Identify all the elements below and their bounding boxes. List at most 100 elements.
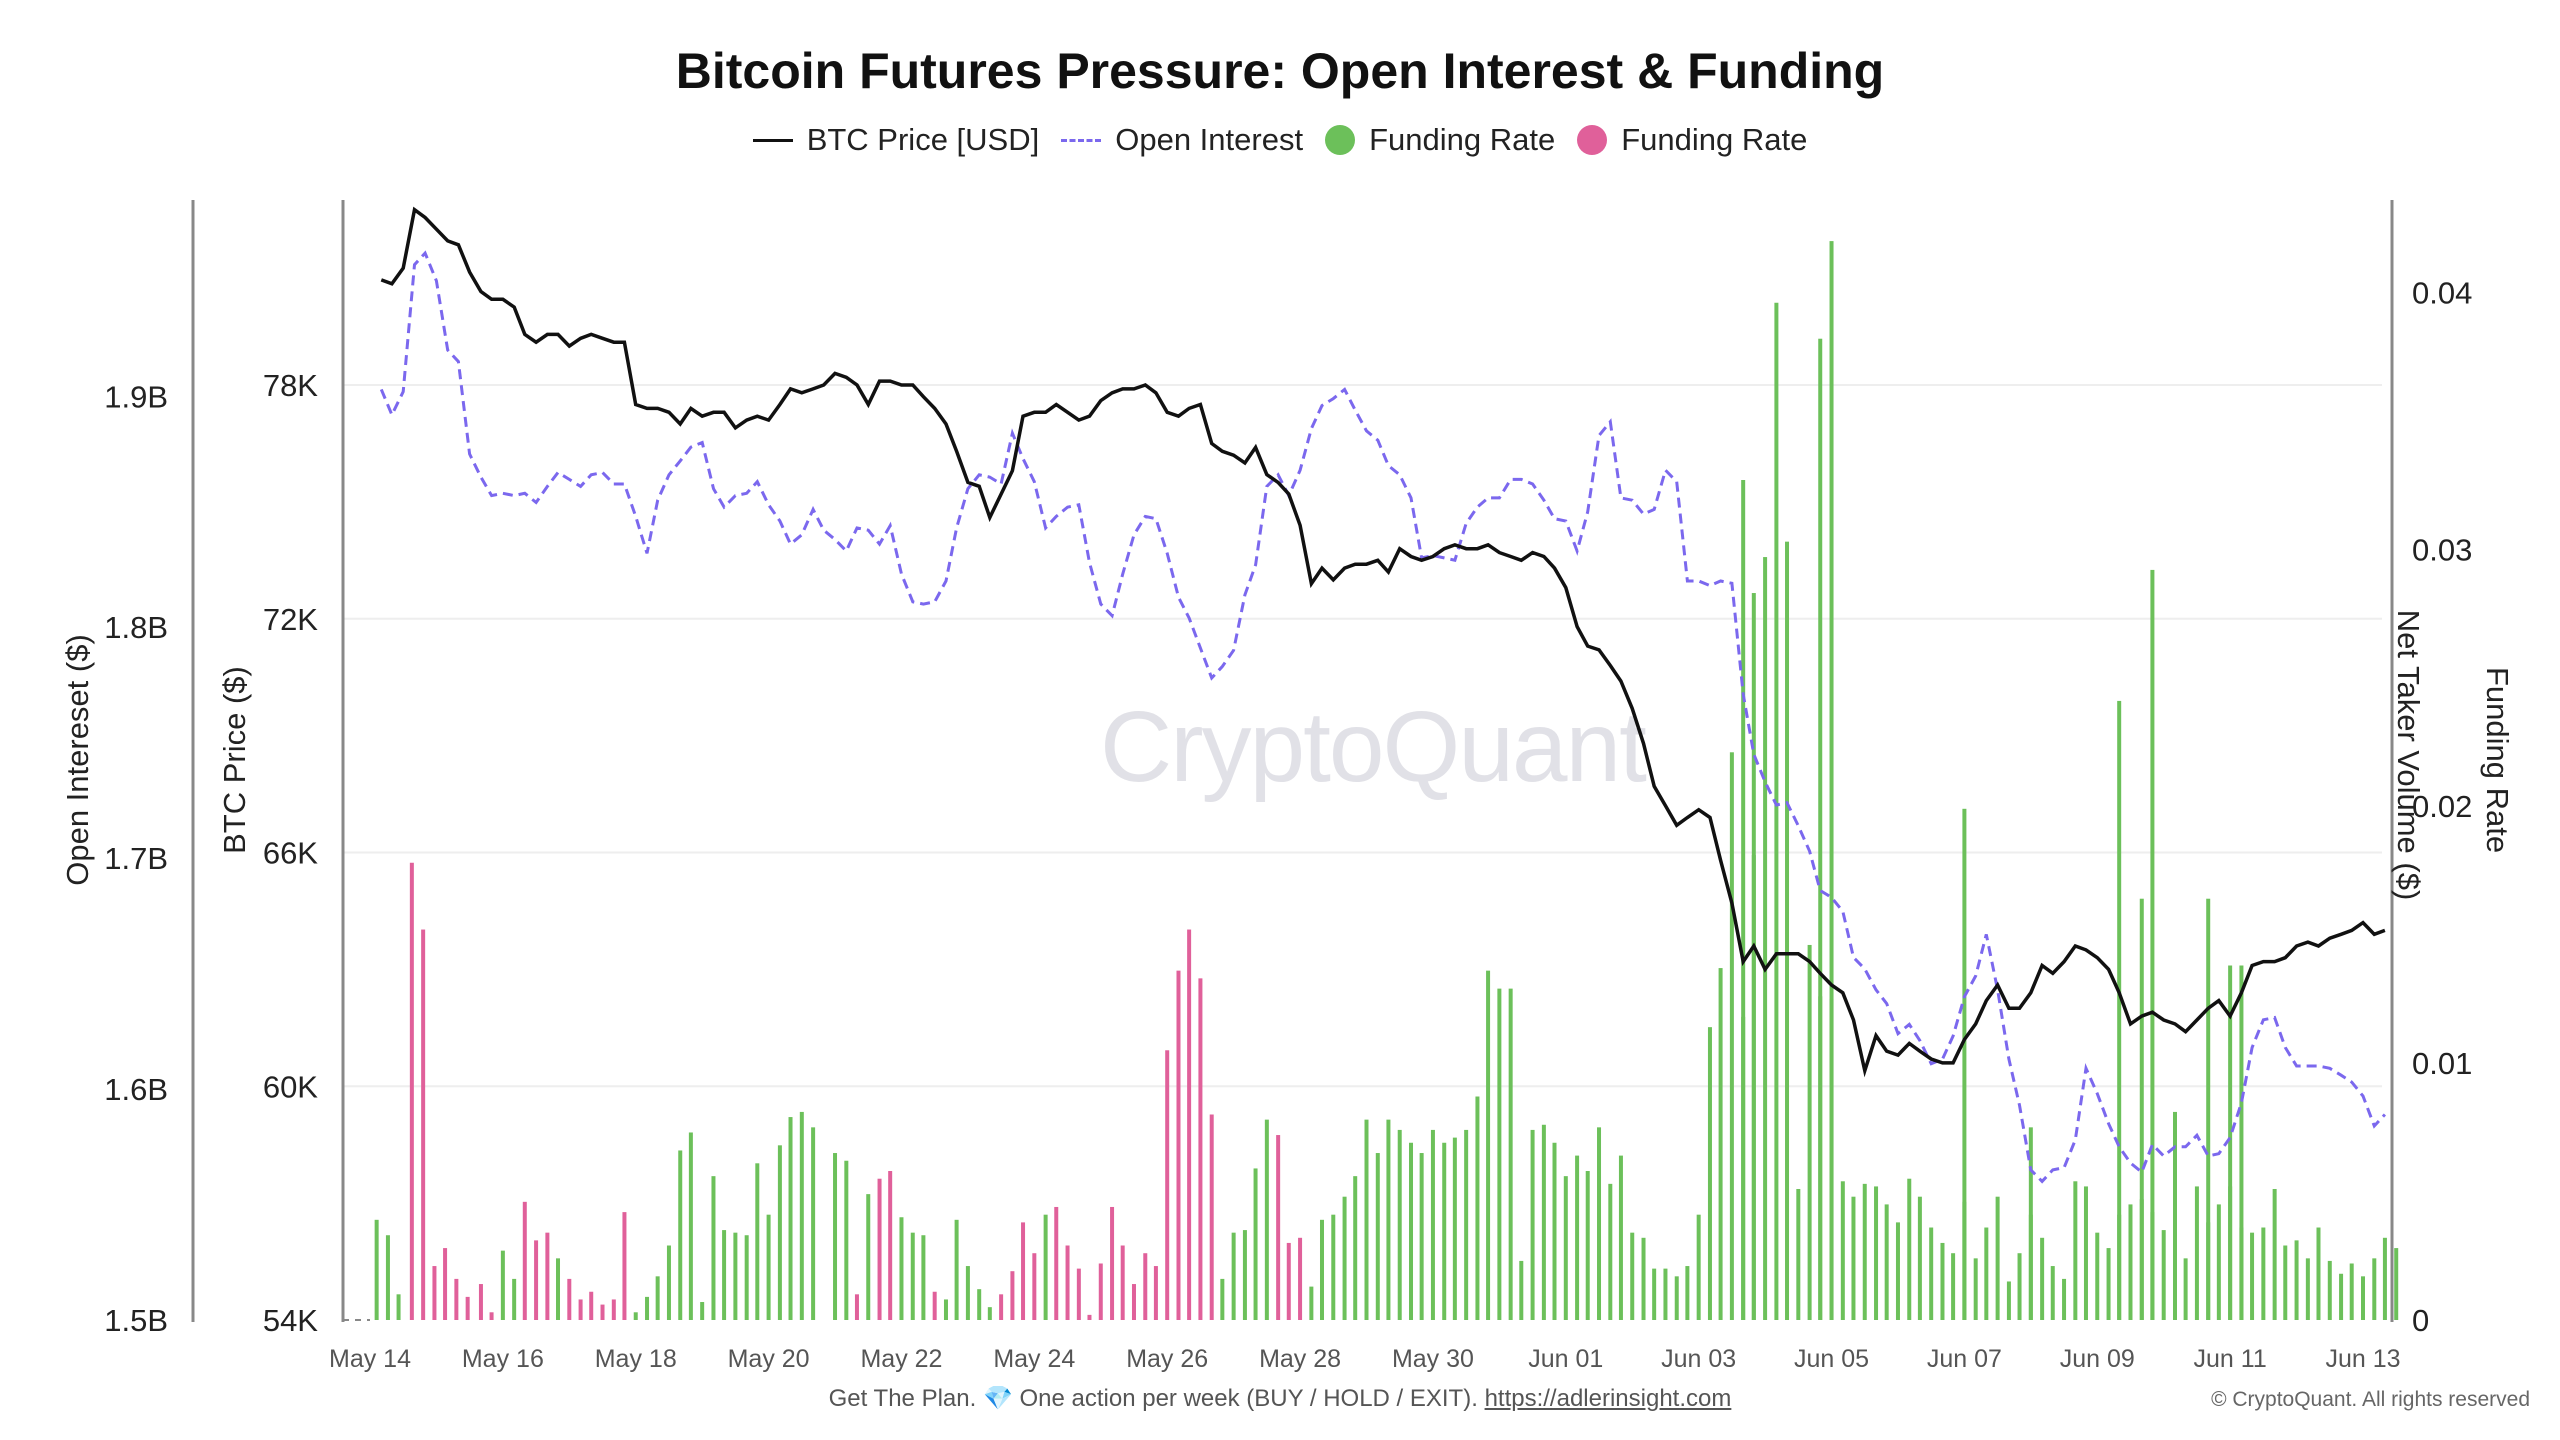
funding-bar [512, 1278, 517, 1320]
funding-bar [556, 1258, 561, 1320]
legend-item-funding-negative[interactable]: Funding Rate [1577, 122, 1807, 158]
funding-bar [2017, 1253, 2022, 1320]
funding-bar [454, 1278, 459, 1320]
funding-bar [666, 1245, 671, 1320]
funding-bar [1209, 1114, 1214, 1320]
chart-title: Bitcoin Futures Pressure: Open Interest … [675, 43, 1885, 99]
funding-bar [788, 1117, 793, 1320]
funding-bar [1419, 1153, 1424, 1320]
funding-bar [1010, 1271, 1015, 1320]
funding-bar [965, 1266, 970, 1320]
funding-bar [567, 1278, 572, 1320]
x-tick-label: May 28 [1259, 1345, 1341, 1373]
funding-bar [1940, 1242, 1945, 1320]
funding-bar [799, 1111, 804, 1320]
funding-bar [711, 1176, 716, 1320]
legend-item-open-interest[interactable]: Open Interest [1061, 122, 1303, 158]
funding-bar [1541, 1124, 1546, 1320]
funding-bar [1674, 1276, 1679, 1320]
funding-bar [2139, 898, 2144, 1320]
funding-tick-label: 0.03 [2412, 532, 2472, 567]
funding-bar [1962, 808, 1967, 1320]
funding-bar [2050, 1266, 2055, 1320]
funding-bar [777, 1145, 782, 1320]
funding-bar [2394, 1248, 2399, 1320]
funding-bar [2128, 1204, 2133, 1320]
x-tick-label: Jun 03 [1661, 1345, 1736, 1373]
x-tick-label: May 26 [1126, 1345, 1208, 1373]
funding-bar [1530, 1129, 1535, 1320]
price-tick-label: 60K [263, 1069, 318, 1104]
funding-bar [1508, 988, 1513, 1320]
funding-bar [2294, 1240, 2299, 1320]
funding-bar [374, 1219, 379, 1320]
funding-bar [1220, 1278, 1225, 1320]
funding-bar [1032, 1253, 1037, 1320]
funding-bar [1829, 241, 1834, 1320]
funding-bar [2028, 1127, 2033, 1320]
funding-bar [1840, 1181, 1845, 1320]
funding-bar [943, 1299, 948, 1320]
funding-bar [2361, 1276, 2365, 1320]
funding-bar [522, 1201, 527, 1320]
funding-bar [545, 1232, 550, 1320]
funding-bar [1319, 1219, 1324, 1320]
funding-bar [1286, 1242, 1291, 1320]
watermark: CryptoQuant [1100, 691, 1647, 803]
funding-bar [1774, 302, 1779, 1320]
funding-bar [1973, 1258, 1978, 1320]
funding-bar [1951, 1253, 1956, 1320]
funding-bar [421, 929, 426, 1320]
funding-bar [2339, 1273, 2344, 1320]
funding-bar [866, 1194, 871, 1320]
funding-bar [396, 1294, 401, 1320]
funding-bar [1895, 1222, 1900, 1320]
oi-tick-label: 1.5B [104, 1303, 168, 1338]
funding-bar [1021, 1222, 1026, 1320]
funding-bar [1741, 480, 1746, 1320]
chart-legend: BTC Price [USD] Open Interest Funding Ra… [0, 122, 2560, 158]
funding-bar [1442, 1142, 1447, 1320]
funding-bar [1342, 1196, 1347, 1320]
funding-bar [655, 1276, 660, 1320]
funding-bar [1253, 1168, 1258, 1320]
funding-bar [1165, 1050, 1170, 1320]
funding-bar [678, 1150, 683, 1320]
funding-bar [954, 1219, 959, 1320]
funding-bar [1741, 1016, 1746, 1320]
funding-tick-label: 0.01 [2412, 1046, 2472, 1081]
legend-item-btc-price[interactable]: BTC Price [USD] [752, 122, 1039, 158]
funding-bar [2117, 700, 2122, 1320]
funding-bar [877, 1178, 882, 1320]
funding-bar [1309, 1286, 1314, 1320]
green-dot-icon [1325, 125, 1356, 155]
btc-price-line [380, 206, 2386, 1078]
x-tick-label: May 24 [993, 1345, 1075, 1373]
funding-bar [1818, 338, 1823, 1321]
funding-bar [1397, 1129, 1402, 1320]
x-tick-label: Jun 05 [1794, 1345, 1869, 1373]
funding-bar [766, 1214, 771, 1320]
funding-bar [2283, 1245, 2288, 1320]
funding-bar [688, 1132, 693, 1320]
funding-bar [888, 1171, 893, 1320]
funding-bar [1176, 970, 1181, 1320]
price-tick-label: 78K [263, 368, 318, 403]
funding-bar [1563, 1176, 1568, 1320]
funding-bar [2305, 1258, 2310, 1320]
footer-link[interactable]: https://adlerinsight.com [1484, 1385, 1732, 1412]
funding-bar [2261, 1227, 2266, 1320]
funding-bar [1087, 1314, 1092, 1320]
funding-bar [999, 1294, 1004, 1320]
funding-bar [2062, 1278, 2067, 1320]
funding-bar [1353, 1176, 1358, 1320]
x-tick-label: May 20 [728, 1345, 810, 1373]
funding-bar [1375, 1153, 1380, 1320]
x-tick-label: Jun 13 [2325, 1345, 2400, 1373]
funding-bar [1608, 1183, 1613, 1320]
legend-label-open-interest: Open Interest [1115, 122, 1304, 157]
funding-bar [2216, 1204, 2221, 1320]
funding-bar [409, 862, 414, 1320]
legend-item-funding-positive[interactable]: Funding Rate [1325, 122, 1555, 158]
